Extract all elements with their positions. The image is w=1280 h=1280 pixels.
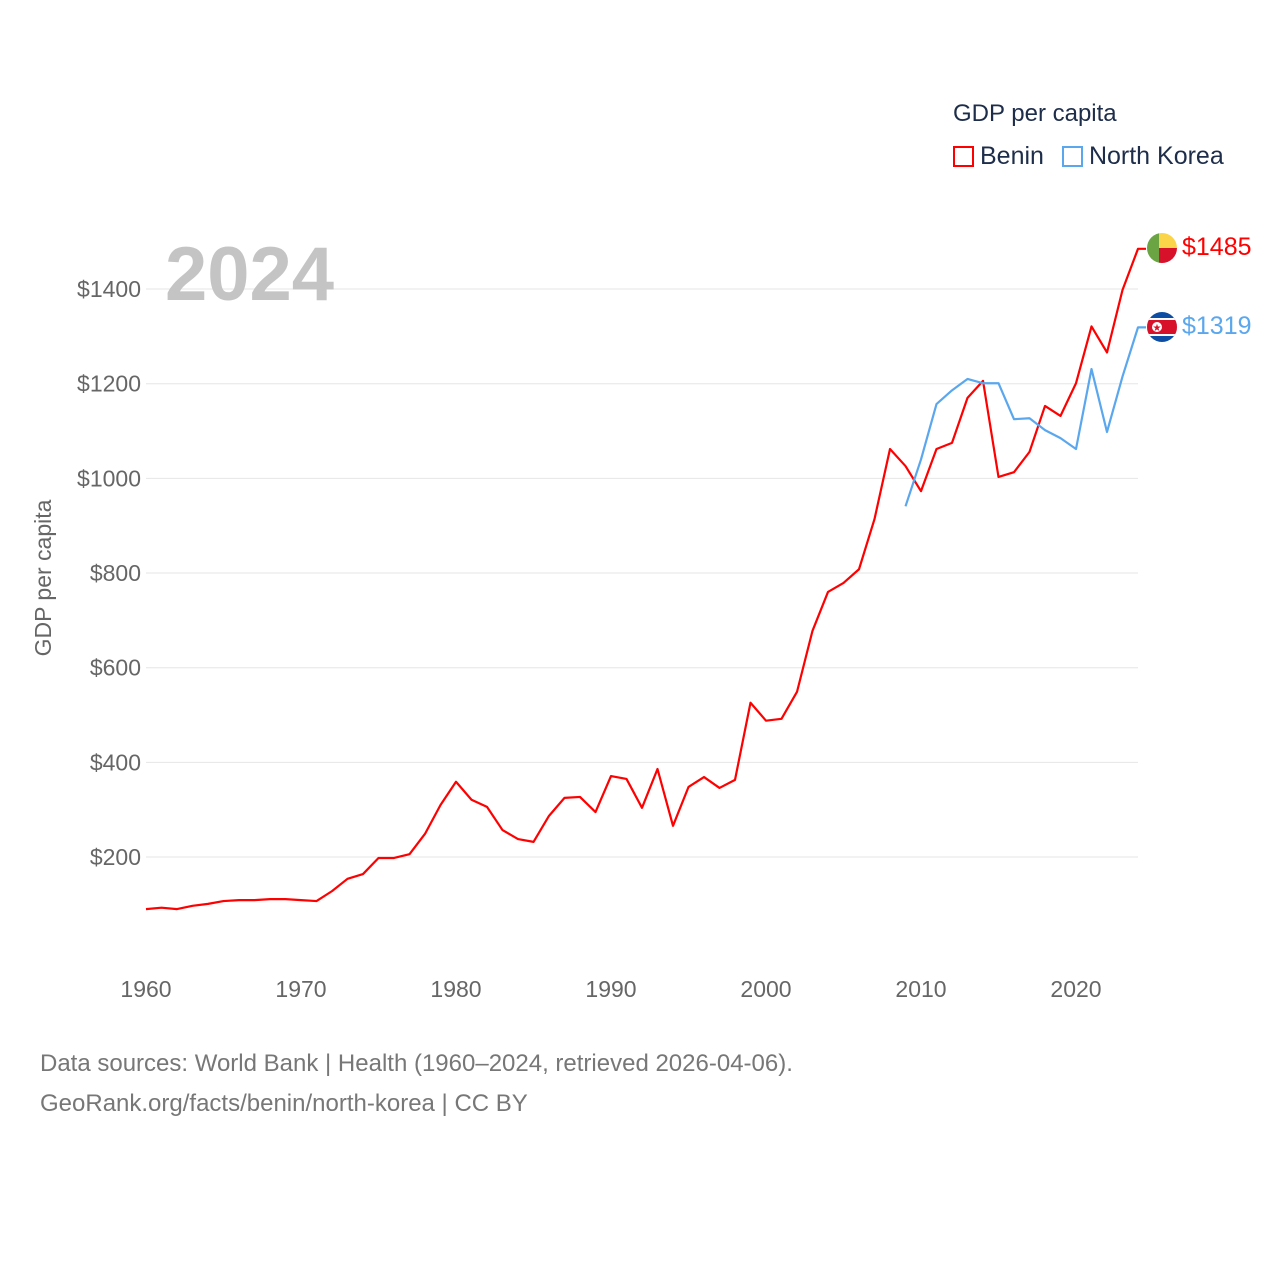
y-axis-label: GDP per capita — [30, 499, 56, 656]
grid-lines — [146, 288, 1138, 858]
y-tick-label: $1400 — [77, 276, 141, 302]
legend-label: North Korea — [1088, 142, 1224, 170]
north-korea-swatch — [1061, 146, 1083, 167]
x-tick-label: 1970 — [275, 976, 326, 1002]
x-tick-label: 2010 — [895, 976, 946, 1002]
legend: Benin North Korea — [953, 142, 1224, 171]
benin-line — [145, 247, 1146, 911]
y-tick-label: $1200 — [77, 371, 141, 397]
legend-label: Benin — [980, 142, 1044, 170]
svg-text:★: ★ — [1153, 323, 1162, 334]
benin-flag-icon — [1147, 233, 1177, 263]
y-tick-label: $600 — [90, 655, 141, 681]
legend-title: GDP per capita — [953, 100, 1117, 127]
benin-swatch — [953, 146, 974, 167]
x-tick-label: 2000 — [740, 976, 791, 1002]
y-tick-label: $800 — [90, 560, 141, 586]
source-link[interactable]: GeoRank.org/facts/benin/north-korea | CC… — [40, 1090, 528, 1117]
x-tick-label: 1960 — [120, 976, 171, 1002]
x-axis-ticks: 1960 1970 1980 1990 2000 2010 2020 — [120, 976, 1101, 1002]
series-lines — [145, 247, 1146, 911]
footer: Data sources: World Bank | Health (1960–… — [40, 1044, 793, 1124]
x-tick-label: 1990 — [585, 976, 636, 1002]
north-korea-line — [904, 326, 1146, 507]
y-axis-ticks: $200 $400 $600 $800 $1000 $1200 $1400 — [77, 276, 141, 870]
north-korea-end-label: $1319 — [1182, 312, 1252, 340]
north-korea-flag-icon: ★ — [1147, 312, 1177, 342]
y-tick-label: $200 — [90, 844, 141, 870]
y-tick-label: $1000 — [77, 465, 141, 491]
x-tick-label: 2020 — [1050, 976, 1101, 1002]
legend-item-north-korea[interactable]: North Korea — [1061, 142, 1224, 171]
data-sources: Data sources: World Bank | Health (1960–… — [40, 1050, 793, 1077]
x-tick-label: 1980 — [430, 976, 481, 1002]
legend-item-benin[interactable]: Benin — [953, 142, 1044, 171]
benin-end-label: $1485 — [1182, 233, 1252, 261]
y-tick-label: $400 — [90, 749, 141, 775]
year-watermark: 2024 — [165, 232, 334, 317]
